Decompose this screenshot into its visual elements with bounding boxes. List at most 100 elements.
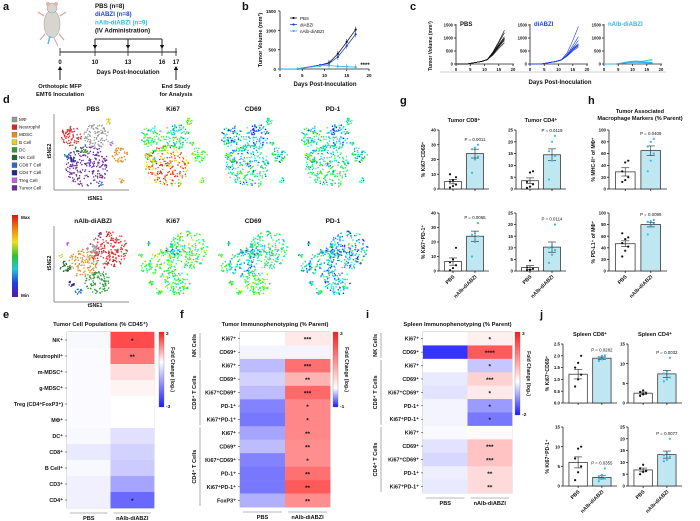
tsne-point bbox=[244, 160, 246, 163]
tsne-point bbox=[98, 288, 101, 290]
tsne-point bbox=[315, 266, 317, 268]
tsne-point bbox=[262, 143, 264, 146]
tsne-point bbox=[125, 242, 127, 245]
p-value-label: P = 0.0114 bbox=[542, 217, 564, 222]
tsne-point bbox=[230, 284, 233, 287]
tsne-point bbox=[322, 147, 325, 149]
tsne-point bbox=[224, 265, 227, 268]
row-label: Ki67⁺PD-1⁺ bbox=[207, 485, 237, 491]
tsne-point bbox=[97, 164, 99, 166]
tsne-point bbox=[79, 182, 82, 185]
tsne-point bbox=[103, 276, 105, 278]
tsne-point bbox=[253, 136, 256, 139]
tsne-point bbox=[349, 142, 351, 144]
tsne-point bbox=[177, 277, 180, 279]
tsne-point bbox=[89, 131, 91, 133]
tsne-point bbox=[170, 156, 173, 158]
tsne-point bbox=[123, 151, 126, 153]
tsne-point bbox=[164, 176, 166, 178]
tsne-point bbox=[306, 136, 309, 139]
tsne-point bbox=[323, 276, 325, 278]
tsne-point bbox=[112, 155, 114, 158]
tsne-point bbox=[144, 260, 146, 262]
tsne-point bbox=[69, 165, 71, 168]
tsne-point bbox=[124, 240, 126, 242]
x-tick-label: PBS bbox=[445, 274, 457, 286]
tsne-point bbox=[251, 272, 254, 275]
x-axis-label: Days Post-Inoculation bbox=[528, 80, 591, 86]
tsne-point bbox=[65, 263, 68, 266]
tsne-point bbox=[349, 264, 351, 267]
tsne-point bbox=[224, 134, 226, 136]
tsne-point bbox=[278, 242, 281, 244]
tsne-point bbox=[147, 145, 149, 147]
data-point bbox=[580, 354, 583, 357]
tsne-point bbox=[205, 249, 208, 252]
tsne-point bbox=[84, 151, 87, 154]
tsne-point bbox=[318, 177, 321, 179]
tsne-point bbox=[165, 136, 168, 138]
tsne-point bbox=[175, 146, 178, 149]
tsne-point bbox=[165, 181, 168, 184]
significance-stars: *** bbox=[486, 444, 494, 451]
tsne-point bbox=[153, 130, 156, 132]
tsne-point bbox=[304, 140, 306, 142]
tsne-point bbox=[181, 272, 183, 274]
heatmap-cell bbox=[110, 476, 155, 493]
tsne-point bbox=[239, 164, 241, 167]
tsne-point bbox=[183, 249, 186, 251]
tsne-point bbox=[241, 250, 244, 252]
individual-curve bbox=[529, 45, 579, 65]
tsne-x-axis-label: tSNE1 bbox=[88, 303, 103, 309]
tsne-point bbox=[348, 117, 350, 120]
tsne-point bbox=[99, 180, 101, 182]
tsne-point bbox=[76, 161, 78, 163]
tsne-point bbox=[235, 149, 237, 151]
tsne-point bbox=[87, 287, 89, 290]
tsne-point bbox=[285, 253, 287, 255]
tsne-point bbox=[227, 243, 230, 245]
tsne-point bbox=[280, 153, 282, 156]
tsne-point bbox=[271, 245, 273, 247]
tsne-point bbox=[152, 172, 155, 174]
tsne-point bbox=[246, 157, 248, 159]
tsne-point bbox=[274, 246, 277, 249]
tsne-point bbox=[325, 179, 327, 182]
tsne-point bbox=[107, 231, 110, 234]
tsne-point bbox=[327, 149, 329, 152]
tsne-point bbox=[119, 156, 121, 159]
tsne-point bbox=[302, 137, 305, 139]
tsne-point bbox=[62, 133, 65, 135]
row-label: Ki67⁺ bbox=[222, 364, 236, 370]
tsne-point bbox=[178, 129, 180, 132]
tsne-point bbox=[275, 240, 278, 242]
x-tick-label: 10 bbox=[322, 73, 328, 78]
tsne-point bbox=[334, 282, 337, 285]
tsne-point bbox=[252, 246, 254, 249]
tsne-point bbox=[184, 262, 186, 264]
tsne-point bbox=[109, 144, 112, 146]
tsne-point bbox=[312, 127, 314, 130]
tsne-point bbox=[166, 174, 168, 176]
tsne-point bbox=[345, 165, 348, 167]
tsne-point bbox=[150, 161, 153, 163]
tsne-point bbox=[322, 181, 325, 183]
tsne-point bbox=[301, 267, 304, 269]
tsne-point bbox=[326, 269, 329, 272]
colorbar-min-label: Min bbox=[21, 293, 29, 298]
tsne-point bbox=[317, 291, 320, 294]
tsne-point bbox=[336, 252, 338, 254]
tsne-point bbox=[340, 182, 342, 185]
tsne-point bbox=[236, 179, 239, 181]
heatmap-cell bbox=[67, 380, 111, 397]
tsne-point bbox=[173, 127, 176, 129]
tsne-point bbox=[260, 165, 263, 167]
tsne-point bbox=[324, 176, 326, 178]
tsne-point bbox=[70, 255, 73, 257]
tsne-point bbox=[86, 285, 89, 287]
tsne-point bbox=[248, 274, 251, 277]
tsne-point bbox=[327, 283, 330, 286]
tsne-point bbox=[346, 253, 348, 256]
tsne-point bbox=[99, 150, 102, 153]
heatmap-cell bbox=[240, 372, 286, 387]
